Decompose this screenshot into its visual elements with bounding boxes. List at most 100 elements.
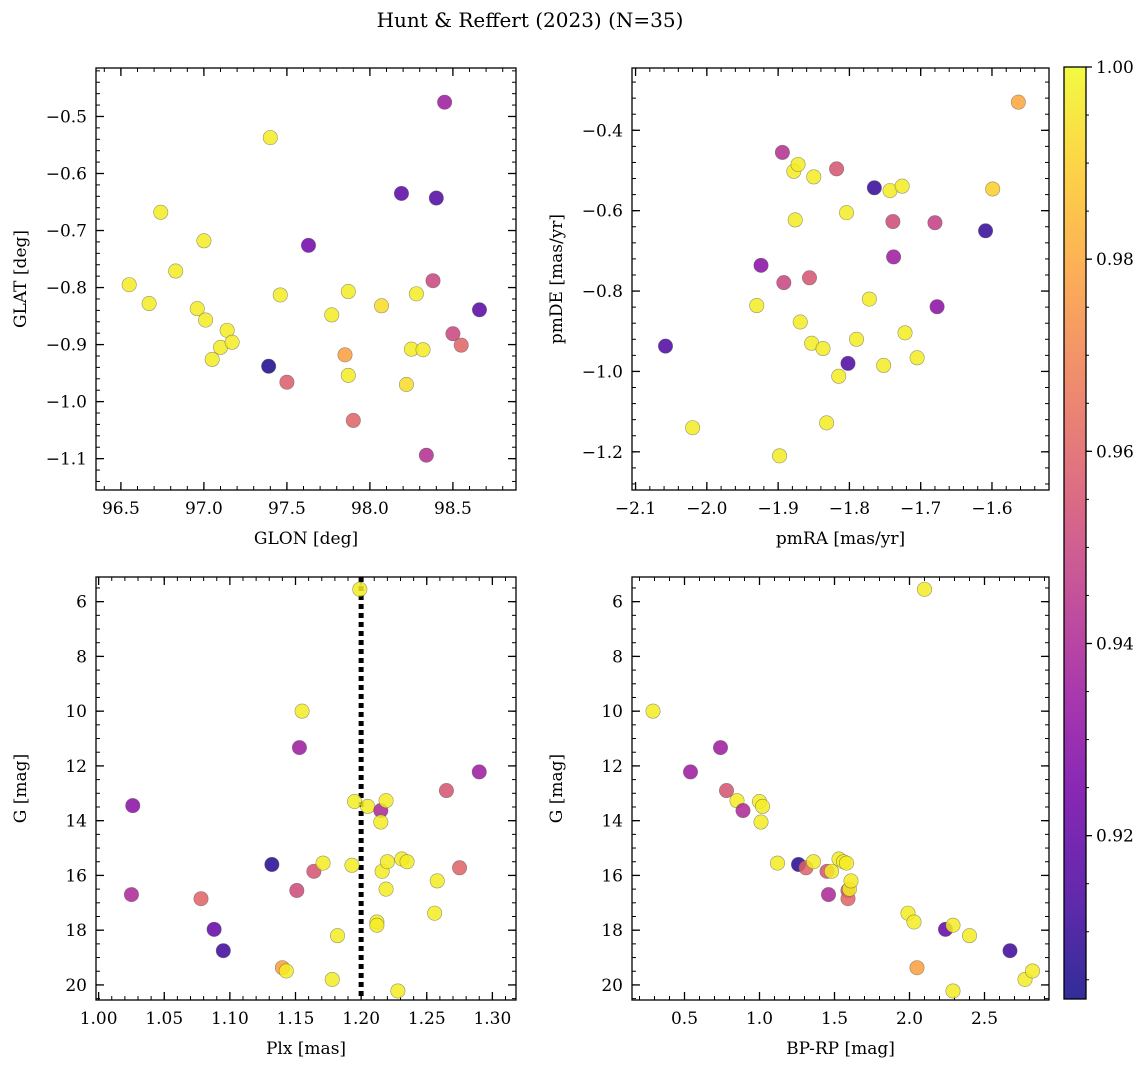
x-tick-label: 1.10 bbox=[211, 1009, 249, 1029]
y-tick-label: −0.6 bbox=[46, 165, 87, 185]
scatter-point bbox=[337, 347, 353, 363]
y-tick-label: −1.1 bbox=[46, 450, 87, 470]
x-tick-label: 98.5 bbox=[434, 499, 472, 519]
scatter-point bbox=[278, 963, 294, 979]
subplot-3: 1.00 1.05 1.10 1.15 1.20 1.25 1.30 6 8 10 12 14 16 18… bbox=[11, 576, 517, 1059]
scatter-point bbox=[452, 860, 468, 876]
y-tick-label: 16 bbox=[65, 866, 87, 886]
scatter-point bbox=[125, 798, 141, 814]
axes-frame bbox=[631, 67, 1050, 491]
x-tick-label: 1.30 bbox=[473, 1009, 511, 1029]
scatter-point bbox=[927, 215, 943, 231]
x-tick-label: 97.0 bbox=[185, 499, 223, 519]
scatter-point bbox=[204, 351, 220, 367]
y-tick-label: −1.0 bbox=[582, 362, 623, 382]
scatter-point bbox=[206, 921, 222, 937]
scatter-point bbox=[820, 887, 836, 903]
scatter-points bbox=[658, 94, 1026, 464]
y-axis-label: pmDE [mas/yr] bbox=[547, 214, 567, 344]
scatter-point bbox=[415, 342, 431, 358]
scatter-point bbox=[352, 581, 368, 597]
scatter-point bbox=[861, 291, 877, 307]
scatter-point bbox=[315, 855, 331, 871]
y-tick-label: 8 bbox=[612, 647, 623, 667]
colorbar-tick-label: 0.92 bbox=[1096, 827, 1134, 847]
x-tick-label: 97.5 bbox=[268, 499, 306, 519]
scatter-points bbox=[645, 581, 1041, 999]
scatter-point bbox=[806, 169, 822, 185]
scatter-point bbox=[897, 325, 913, 341]
colorbar-frame bbox=[1063, 66, 1087, 1000]
x-tick-label: 1.00 bbox=[80, 1009, 118, 1029]
x-tick-label: −2.0 bbox=[686, 499, 727, 519]
x-tick-label: 1.25 bbox=[408, 1009, 446, 1029]
scatter-point bbox=[772, 448, 788, 464]
scatter-point bbox=[753, 257, 769, 273]
y-axis-label: GLAT [deg] bbox=[11, 230, 31, 328]
scatter-point bbox=[453, 337, 469, 353]
y-tick-label: 12 bbox=[65, 757, 87, 777]
scatter-point bbox=[196, 233, 212, 249]
x-tick-label: 1.05 bbox=[145, 1009, 183, 1029]
scatter-point bbox=[876, 357, 892, 373]
x-tick-label: −1.7 bbox=[900, 499, 941, 519]
scatter-point bbox=[849, 331, 865, 347]
subplot-2: −2.1 −2.0 −1.9 −1.8 −1.7 −1.6 −1.2 −1.0 −0.8 −0.6… bbox=[547, 67, 1050, 549]
scatter-point bbox=[425, 273, 441, 289]
colorbar: 0.92 0.94 0.96 0.98 1.00 bbox=[1063, 58, 1134, 1000]
scatter-point bbox=[1010, 94, 1026, 110]
scatter-point bbox=[787, 212, 803, 228]
subplots: 96.5 97.0 97.5 98.0 98.5 −1.1 −1.0 −0.9 −0.8 −0.7… bbox=[11, 67, 1050, 1059]
scatter-point bbox=[399, 854, 415, 870]
scatter-point bbox=[429, 873, 445, 889]
y-tick-label: −0.8 bbox=[582, 282, 623, 302]
scatter-point bbox=[340, 367, 356, 383]
x-tick-label: 1.20 bbox=[342, 1009, 380, 1029]
scatter-points bbox=[121, 94, 487, 463]
scatter-point bbox=[985, 181, 1001, 197]
x-tick-label: −1.8 bbox=[829, 499, 870, 519]
y-tick-label: 12 bbox=[601, 757, 623, 777]
y-axis-label: G [mag] bbox=[547, 754, 567, 823]
scatter-point bbox=[390, 983, 406, 999]
scatter-point bbox=[909, 350, 925, 366]
scatter-point bbox=[929, 299, 945, 315]
colorbar-tick-label: 1.00 bbox=[1096, 58, 1134, 78]
scatter-point bbox=[398, 376, 414, 392]
scatter-point bbox=[945, 917, 961, 933]
scatter-point bbox=[866, 180, 882, 196]
subplot-4: 0.5 1.0 1.5 2.0 2.5 6 8 10 12 14 16 18 20 BP-RP [mag]… bbox=[547, 576, 1050, 1059]
x-tick-label: 0.5 bbox=[671, 1009, 698, 1029]
scatter-point bbox=[471, 764, 487, 780]
scatter-point bbox=[840, 355, 856, 371]
scatter-point bbox=[141, 296, 157, 312]
scatter-point bbox=[819, 415, 835, 431]
y-tick-label: −0.5 bbox=[46, 107, 87, 127]
scatter-point bbox=[289, 882, 305, 898]
scatter-point bbox=[360, 798, 376, 814]
scatter-point bbox=[272, 287, 288, 303]
scatter-point bbox=[224, 334, 240, 350]
y-tick-label: 14 bbox=[601, 812, 623, 832]
y-tick-label: 20 bbox=[65, 976, 87, 996]
scatter-point bbox=[790, 156, 806, 172]
scatter-point bbox=[894, 178, 910, 194]
colorbar-gradient bbox=[1064, 67, 1086, 999]
scatter-point bbox=[294, 703, 310, 719]
scatter-point bbox=[369, 917, 385, 933]
y-tick-label: 10 bbox=[65, 702, 87, 722]
scatter-point bbox=[753, 814, 769, 830]
scatter-point bbox=[843, 873, 859, 889]
y-tick-label: 6 bbox=[76, 593, 87, 613]
minor-ticks bbox=[632, 577, 1049, 1000]
scatter-point bbox=[408, 286, 424, 302]
y-tick-label: 18 bbox=[601, 921, 623, 941]
scatter-point bbox=[838, 855, 854, 871]
scatter-point bbox=[427, 905, 443, 921]
y-tick-label: −0.4 bbox=[582, 121, 623, 141]
y-tick-label: 16 bbox=[601, 866, 623, 886]
scatter-point bbox=[906, 914, 922, 930]
scatter-point bbox=[658, 338, 674, 354]
axes-frame bbox=[631, 576, 1050, 1001]
